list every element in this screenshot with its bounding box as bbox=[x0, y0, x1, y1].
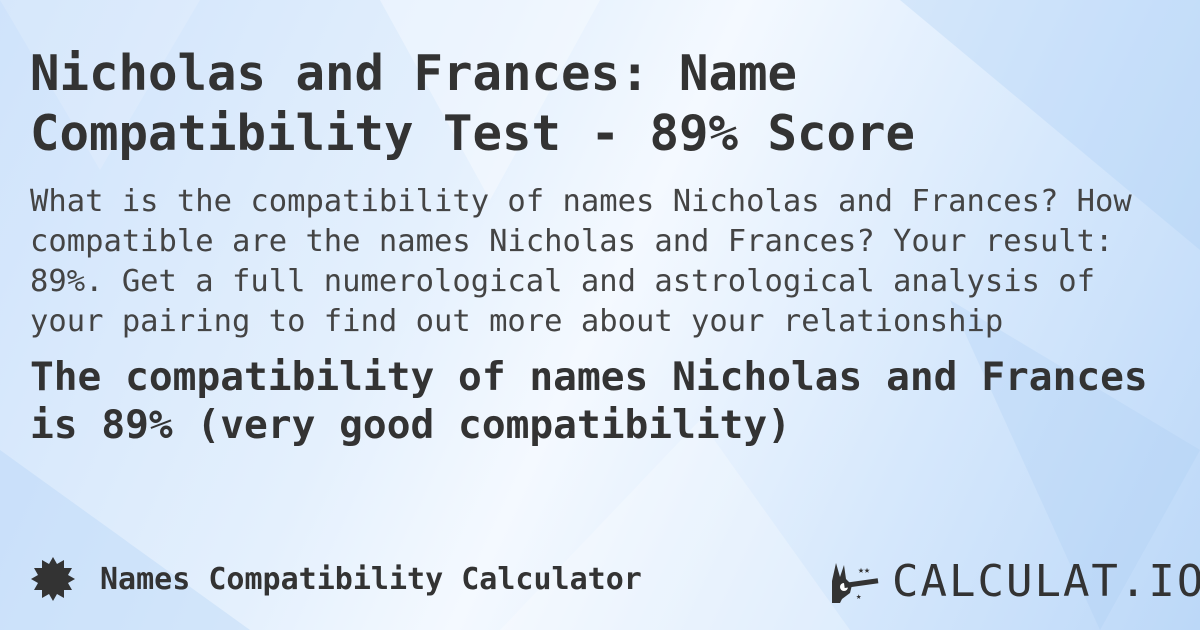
logo-text: CALCULAT.IO bbox=[892, 556, 1200, 607]
svg-text:★: ★ bbox=[856, 592, 862, 602]
footer-calculator-name: Names Compatibility Calculator bbox=[30, 556, 642, 602]
svg-text:★★: ★★ bbox=[858, 565, 870, 576]
page-title: Nicholas and Frances: Name Compatibility… bbox=[30, 45, 916, 162]
result-text: The compatibility of names Nicholas and … bbox=[30, 354, 1148, 448]
calculat-io-logo[interactable]: ★★ ★ CALCULAT.IO bbox=[828, 556, 1200, 607]
magic-hand-icon: ★★ ★ bbox=[832, 562, 879, 603]
footer-label: Names Compatibility Calculator bbox=[100, 561, 642, 597]
badge-icon bbox=[31, 557, 75, 601]
description: What is the compatibility of names Nicho… bbox=[30, 184, 1132, 339]
